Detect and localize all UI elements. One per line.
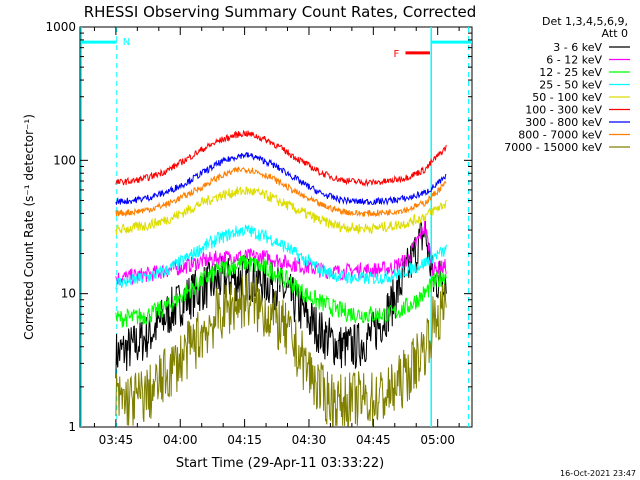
series-line-6 [115, 151, 447, 206]
series-line-4 [115, 186, 447, 235]
y-tick-label: 1 [68, 420, 76, 434]
legend-header-line1: Det 1,3,4,5,6,9, [542, 15, 628, 28]
legend-label-5: 100 - 300 keV [525, 104, 602, 117]
footer-timestamp: 16-Oct-2021 23:47 [560, 469, 636, 478]
y-axis-label: Corrected Count Rate (s⁻¹ detector⁻¹) [22, 114, 36, 340]
series-line-5 [115, 129, 447, 188]
x-axis: 03:45 04:00 04:15 04:30 04:45 05:00 [93, 27, 460, 447]
legend-label-2: 12 - 25 keV [539, 66, 602, 79]
y-tick-label: 100 [53, 153, 76, 167]
series-line-1 [115, 220, 447, 286]
y-axis: 1 10 100 1000 [45, 20, 472, 434]
series-line-2 [115, 254, 447, 328]
x-tick-label: 03:45 [99, 433, 134, 447]
legend-label-1: 6 - 12 keV [546, 54, 602, 67]
series-line-8 [115, 274, 447, 427]
y-tick-label: 10 [61, 287, 76, 301]
legend-label-4: 50 - 100 keV [532, 91, 602, 104]
series-layer [115, 129, 447, 427]
y-tick-label: 1000 [45, 20, 76, 34]
legend-header-line2: Att 0 [602, 27, 628, 40]
x-tick-label: 04:00 [163, 433, 198, 447]
chart-title: RHESSI Observing Summary Count Rates, Co… [84, 3, 477, 21]
x-tick-label: 04:45 [356, 433, 391, 447]
series-line-3 [115, 224, 447, 290]
x-tick-label: 05:00 [420, 433, 455, 447]
plot-frame [79, 26, 473, 428]
legend-label-0: 3 - 6 keV [553, 41, 602, 54]
x-tick-label: 04:30 [292, 433, 327, 447]
series-line-7 [115, 166, 447, 218]
legend-label-8: 7000 - 15000 keV [504, 141, 602, 154]
flag-layer: NF [81, 37, 472, 60]
n-flag-label: N [123, 37, 130, 48]
legend-label-3: 25 - 50 keV [539, 79, 602, 92]
legend-label-7: 800 - 7000 keV [518, 129, 602, 142]
x-axis-label: Start Time (29-Apr-11 03:33:22) [176, 456, 384, 471]
legend-label-6: 300 - 800 keV [525, 116, 602, 129]
x-tick-label: 04:15 [227, 433, 262, 447]
f-flag-label: F [393, 49, 399, 60]
